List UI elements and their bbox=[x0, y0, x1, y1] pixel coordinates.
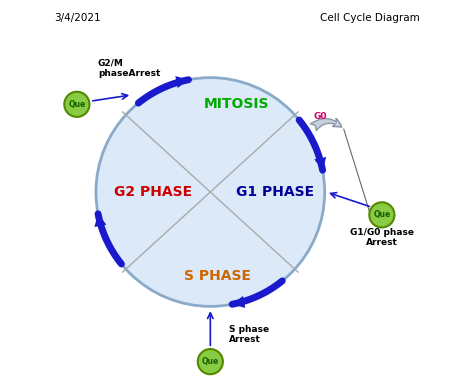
Circle shape bbox=[96, 78, 325, 306]
Text: Que: Que bbox=[202, 357, 219, 366]
Text: G0: G0 bbox=[313, 113, 327, 121]
Text: 3/4/2021: 3/4/2021 bbox=[54, 13, 100, 23]
Text: Que: Que bbox=[68, 100, 85, 109]
Text: S PHASE: S PHASE bbox=[184, 269, 251, 283]
Text: Cell Cycle Diagram: Cell Cycle Diagram bbox=[320, 13, 420, 23]
Circle shape bbox=[198, 349, 223, 374]
Text: G1 PHASE: G1 PHASE bbox=[236, 185, 314, 199]
Text: S phase
Arrest: S phase Arrest bbox=[229, 325, 270, 344]
Text: G1/G0 phase
Arrest: G1/G0 phase Arrest bbox=[350, 228, 414, 247]
Text: MITOSIS: MITOSIS bbox=[204, 97, 270, 111]
Text: Que: Que bbox=[373, 210, 391, 219]
Text: G2 PHASE: G2 PHASE bbox=[114, 185, 192, 199]
Circle shape bbox=[369, 202, 394, 227]
Text: G2/M
phaseArrest: G2/M phaseArrest bbox=[98, 58, 160, 78]
Circle shape bbox=[64, 92, 90, 117]
